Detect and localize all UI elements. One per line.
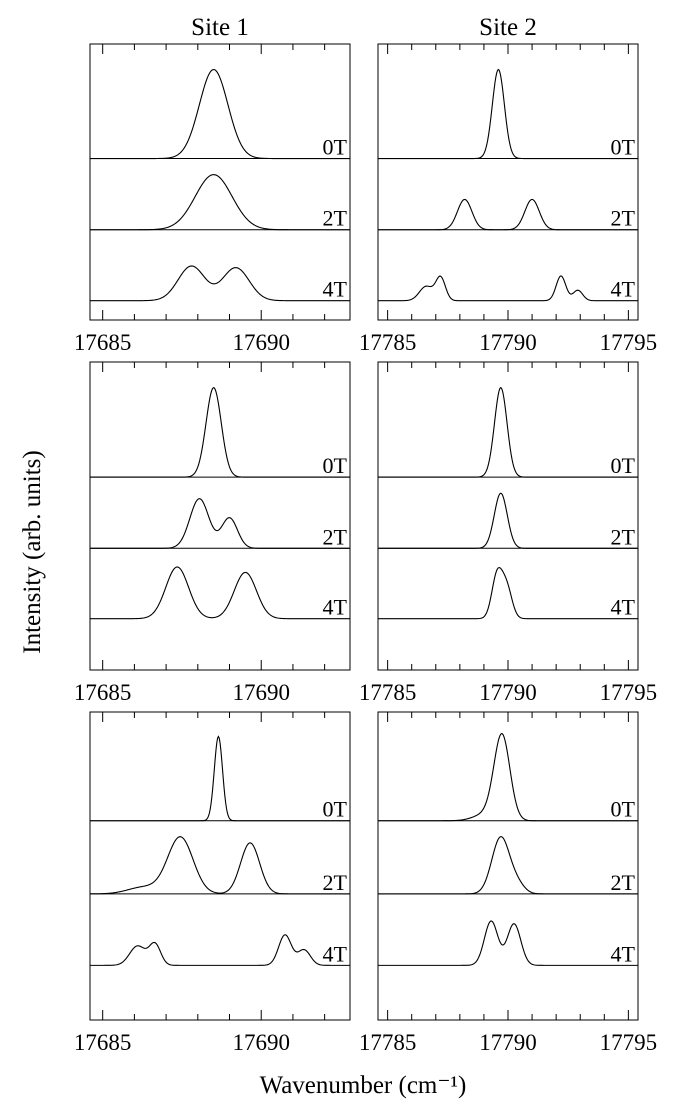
tick-label: 17690 — [232, 330, 290, 355]
tick-label: 17690 — [232, 680, 290, 705]
spectrum-trace-2T — [90, 498, 350, 549]
panel-r0-c0: 17685 17690 0T 2T 4T — [74, 43, 351, 355]
field-label-0T: 0T — [611, 453, 636, 478]
spectrum-trace-2T — [378, 198, 638, 231]
field-label-0T: 0T — [323, 135, 348, 160]
field-label-0T: 0T — [323, 453, 348, 478]
tick-label: 17685 — [74, 330, 132, 355]
tick-label: 17795 — [600, 1030, 658, 1055]
column-title-site-2: Site 2 — [479, 14, 537, 41]
tick-label: 17795 — [600, 680, 658, 705]
field-label-0T: 0T — [611, 797, 636, 822]
spectrum-trace-4T — [378, 275, 638, 302]
field-label-2T: 2T — [323, 870, 348, 895]
spectrum-trace-2T — [378, 492, 638, 549]
panel-frame — [89, 711, 351, 1021]
tick-label: 17785 — [359, 680, 417, 705]
tick-label: 17790 — [479, 680, 537, 705]
field-label-2T: 2T — [323, 206, 348, 231]
field-label-0T: 0T — [611, 135, 636, 160]
field-label-2T: 2T — [611, 870, 636, 895]
field-label-2T: 2T — [323, 524, 348, 549]
field-label-4T: 4T — [323, 277, 348, 302]
panel-r1-c0: 17685 17690 0T 2T 4T — [74, 361, 351, 705]
tick-label: 17785 — [359, 330, 417, 355]
field-label-2T: 2T — [611, 524, 636, 549]
spectrum-trace-2T — [90, 836, 350, 895]
field-label-2T: 2T — [611, 206, 636, 231]
panel-frame — [89, 361, 351, 671]
field-label-4T: 4T — [323, 595, 348, 620]
spectrum-trace-2T — [90, 174, 350, 231]
tick-label: 17785 — [359, 1030, 417, 1055]
spectrum-trace-2T — [378, 836, 638, 895]
tick-label: 17690 — [232, 1030, 290, 1055]
panel-r0-c1: 17785 17790 17795 0T 2T 4T — [359, 43, 658, 355]
field-label-0T: 0T — [323, 797, 348, 822]
panel-r2-c0: 17685 17690 0T 2T 4T — [74, 711, 351, 1055]
field-label-4T: 4T — [323, 941, 348, 966]
tick-label: 17795 — [600, 330, 658, 355]
panel-r2-c1: 17785 17790 17795 0T 2T 4T — [359, 711, 658, 1055]
spectrum-trace-4T — [378, 920, 638, 966]
tick-label: 17685 — [74, 680, 132, 705]
spectrum-trace-4T — [90, 934, 350, 966]
spectrum-trace-0T — [378, 68, 638, 160]
spectrum-trace-0T — [90, 735, 350, 822]
tick-label: 17685 — [74, 1030, 132, 1055]
panel-r1-c1: 17785 17790 17795 0T 2T 4T — [359, 361, 658, 705]
y-axis-label: Intensity (arb. units) — [19, 450, 46, 653]
panel-frame — [377, 43, 639, 321]
tick-label: 17790 — [479, 330, 537, 355]
field-label-4T: 4T — [611, 941, 636, 966]
x-axis-label: Wavenumber (cm⁻¹) — [260, 1072, 467, 1099]
field-label-4T: 4T — [611, 595, 636, 620]
field-label-4T: 4T — [611, 277, 636, 302]
spectrum-trace-4T — [378, 566, 638, 620]
tick-label: 17790 — [479, 1030, 537, 1055]
spectrum-trace-4T — [90, 265, 350, 302]
spectrum-trace-0T — [90, 68, 350, 160]
spectrum-trace-0T — [378, 733, 638, 822]
spectrum-trace-0T — [90, 387, 350, 478]
panel-frame — [89, 43, 351, 321]
spectrum-trace-0T — [378, 386, 638, 478]
spectrum-trace-4T — [90, 566, 350, 620]
column-title-site-1: Site 1 — [191, 14, 249, 41]
